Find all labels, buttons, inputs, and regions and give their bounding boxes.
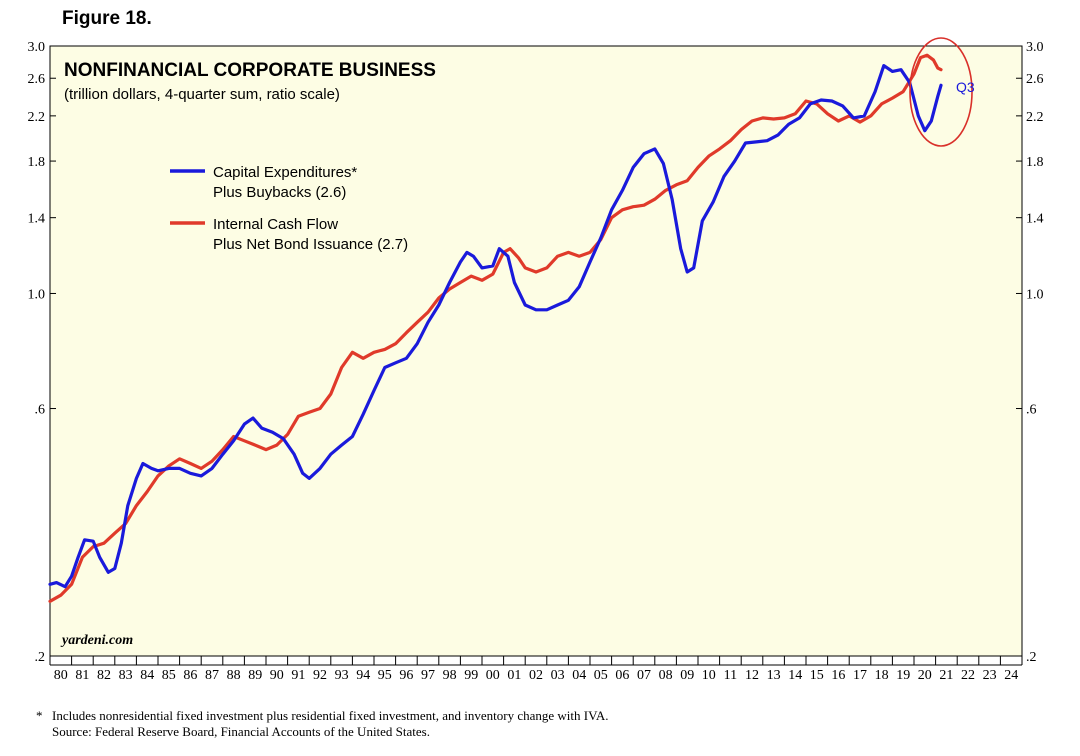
x-tick-label: 03: [551, 668, 565, 683]
footnote-marker: *: [36, 708, 43, 723]
x-tick-label: 06: [615, 668, 629, 683]
y-tick-label-right: 3.0: [1026, 40, 1044, 55]
x-tick-label: 13: [767, 668, 781, 683]
q3-annotation: Q3: [956, 79, 975, 95]
x-tick-label: 08: [659, 668, 673, 683]
x-tick-label: 81: [75, 668, 89, 683]
legend-label-cashflow-2: Plus Net Bond Issuance (2.7): [213, 236, 408, 253]
plot-area: [49, 45, 1023, 657]
y-tick-label-left: 1.4: [28, 212, 46, 227]
x-tick-label: 10: [702, 668, 716, 683]
x-tick-label: 92: [313, 668, 327, 683]
footnote-block: * Includes nonresidential fixed investmen…: [36, 708, 608, 740]
highlight-circle: [909, 37, 973, 147]
y-tick-label-right: 1.0: [1026, 287, 1044, 302]
x-tick-label: 84: [140, 668, 154, 683]
y-tick-label-right: 1.8: [1026, 155, 1044, 170]
chart: 3.0 2.6 2.2 1.8 1.4 1.0 .6 .2 3.0 2.6 2.2 1.8 1.4 1.…: [28, 37, 1044, 683]
figure-label: Figure 18.: [62, 8, 152, 29]
y-tick-label-left: .6: [35, 403, 46, 418]
capex-series-line: [48, 63, 943, 589]
x-tick-label: 94: [356, 668, 370, 683]
x-tick-label: 95: [378, 668, 392, 683]
x-tick-label: 01: [507, 668, 521, 683]
series-layer: [48, 53, 943, 603]
y-tick-label-right: 1.4: [1026, 212, 1044, 227]
x-tick-label: 99: [464, 668, 478, 683]
x-tick-label: 91: [291, 668, 305, 683]
y-tick-label-left: 2.6: [28, 72, 46, 87]
x-tick-label: 87: [205, 668, 219, 683]
y-tick-label-right: 2.2: [1026, 110, 1044, 125]
y-axis-right: 3.0 2.6 2.2 1.8 1.4 1.0 .6 .2: [1016, 40, 1044, 665]
x-tick-label: 21: [939, 668, 953, 683]
x-tick-label: 85: [162, 668, 176, 683]
chart-subtitle: (trillion dollars, 4-quarter sum, ratio …: [64, 86, 340, 103]
footnote: * Includes nonresidential fixed investmen…: [36, 708, 608, 724]
watermark: yardeni.com: [60, 633, 133, 648]
source-note: Source: Federal Reserve Board, Financial…: [52, 724, 430, 739]
x-tick-label: 18: [875, 668, 889, 683]
x-tick-label: 93: [335, 668, 349, 683]
legend-label-capex-2: Plus Buybacks (2.6): [213, 184, 346, 201]
x-tick-label: 83: [119, 668, 133, 683]
x-tick-label: 19: [896, 668, 910, 683]
footnote-text: Includes nonresidential fixed investment…: [52, 708, 609, 723]
x-tick-label: 88: [227, 668, 241, 683]
y-tick-label-left: 1.0: [28, 287, 46, 302]
y-tick-label-right: 2.6: [1026, 72, 1044, 87]
x-tick-label: 22: [961, 668, 975, 683]
x-tick-label: 97: [421, 668, 435, 683]
x-tick-label: 11: [724, 668, 737, 683]
x-tick-label: 15: [810, 668, 824, 683]
x-tick-label: 09: [680, 668, 694, 683]
x-tick-label: 23: [983, 668, 997, 683]
x-tick-label: 98: [443, 668, 457, 683]
legend-label-capex-1: Capital Expenditures*: [213, 164, 357, 181]
y-tick-label-left: .2: [35, 650, 46, 665]
x-tick-label: 24: [1004, 668, 1018, 683]
x-tick-label: 02: [529, 668, 543, 683]
x-tick-label: 05: [594, 668, 608, 683]
x-tick-label: 96: [399, 668, 413, 683]
x-tick-label: 16: [831, 668, 845, 683]
x-tick-label: 12: [745, 668, 759, 683]
x-tick-label: 07: [637, 668, 651, 683]
x-tick-label: 86: [183, 668, 197, 683]
x-tick-label: 00: [486, 668, 500, 683]
y-tick-label-left: 3.0: [28, 40, 46, 55]
x-tick-label: 82: [97, 668, 111, 683]
y-tick-label-right: .6: [1026, 403, 1037, 418]
x-tick-label: 20: [918, 668, 932, 683]
y-tick-label-right: .2: [1026, 650, 1037, 665]
y-tick-label-left: 2.2: [28, 110, 46, 125]
chart-title: NONFINANCIAL CORPORATE BUSINESS: [64, 60, 436, 81]
x-tick-label: 14: [788, 668, 802, 683]
x-tick-label: 17: [853, 668, 867, 683]
x-tick-label: 90: [270, 668, 284, 683]
y-axis-left: 3.0 2.6 2.2 1.8 1.4 1.0 .6 .2: [28, 40, 56, 665]
x-tick-label: 80: [54, 668, 68, 683]
x-tick-label: 04: [572, 668, 586, 683]
legend: Capital Expenditures* Plus Buybacks (2.6…: [170, 164, 408, 253]
x-tick-label: 89: [248, 668, 262, 683]
x-axis: 80 81 82 83 84 85 86 87 88 89 90 91 92 93 94 95 96 97 98 99…: [49, 656, 1023, 683]
legend-label-cashflow-1: Internal Cash Flow: [213, 216, 338, 233]
y-tick-label-left: 1.8: [28, 155, 46, 170]
